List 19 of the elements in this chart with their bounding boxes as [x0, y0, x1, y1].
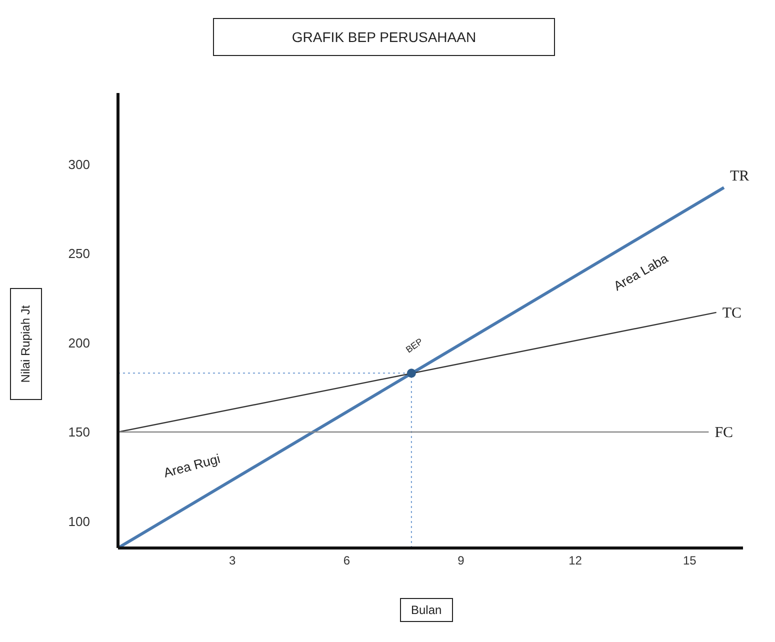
annotation: BEP [404, 336, 425, 355]
y-axis-title: Nilai Rupiah Jt [19, 305, 33, 383]
y-tick-label: 250 [68, 246, 90, 262]
x-tick-label: 15 [682, 554, 697, 568]
y-tick-label: 100 [68, 514, 90, 529]
annotation: Area Rugi [162, 450, 222, 480]
annotation: Area Laba [611, 250, 672, 294]
y-tick-label: 150 [68, 424, 90, 440]
x-axis-title: Bulan [400, 598, 453, 622]
x-tick-label: 6 [343, 554, 350, 568]
x-tick-label: 3 [228, 554, 236, 568]
y-tick-label: 200 [68, 335, 90, 350]
y-tick-label: 300 [68, 156, 90, 172]
series-label: TC [722, 305, 742, 322]
series-label: FC [714, 425, 734, 442]
chart-title: GRAFIK BEP PERUSAHAAN [213, 18, 555, 56]
x-tick-label: 9 [458, 554, 465, 568]
series-label: TR [730, 168, 750, 185]
x-tick-label: 12 [568, 554, 582, 568]
